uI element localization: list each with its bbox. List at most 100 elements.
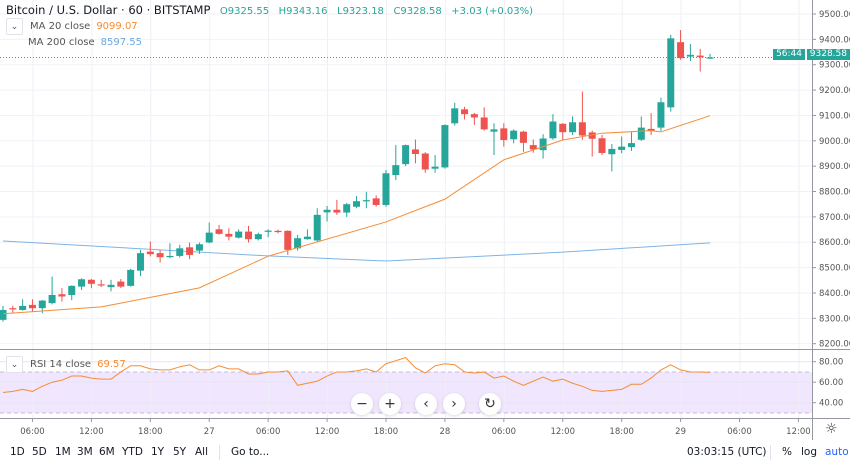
candle bbox=[146, 241, 154, 257]
candle-body bbox=[156, 253, 164, 258]
scroll-right-button[interactable]: › bbox=[443, 393, 465, 415]
candle bbox=[559, 123, 567, 140]
period-6m[interactable]: 6M bbox=[99, 446, 115, 458]
candle-body bbox=[186, 247, 194, 255]
ohlc-open: O9325.55 bbox=[219, 6, 270, 17]
period-1d[interactable]: 1D bbox=[10, 446, 25, 458]
reset-chart-button[interactable]: ↻ bbox=[479, 393, 501, 415]
price-tick-label: 9000.00 bbox=[819, 137, 850, 147]
candle-body bbox=[205, 232, 213, 243]
candle-body bbox=[490, 129, 498, 132]
candle bbox=[323, 205, 331, 222]
candle bbox=[519, 130, 527, 152]
period-5d[interactable]: 5D bbox=[32, 446, 47, 458]
candle-body bbox=[38, 300, 46, 309]
time-tick-label: 06:00 bbox=[256, 427, 281, 437]
chart-canvas[interactable]: 9500.00 9400.00 9300.00 9200.00 9100.00 9000.… bbox=[0, 0, 850, 440]
collapse-chevron-icon[interactable]: ⌄ bbox=[6, 18, 23, 35]
time-tick-label: 18:00 bbox=[374, 427, 399, 437]
candle-body bbox=[9, 308, 17, 310]
rsi-label[interactable]: RSI 14 close bbox=[30, 359, 92, 370]
utc-clock[interactable]: 03:03:15 (UTC) bbox=[687, 446, 767, 458]
ma20-label[interactable]: MA 20 close bbox=[30, 21, 91, 32]
candle bbox=[461, 106, 469, 120]
candle-body bbox=[19, 305, 27, 310]
candle-body bbox=[87, 279, 95, 284]
candle bbox=[58, 288, 66, 302]
candle bbox=[382, 169, 390, 207]
rsi-legend: ⌄ RSI 14 close 69.57 bbox=[6, 356, 126, 373]
period-5y[interactable]: 5Y bbox=[173, 446, 187, 458]
candle-body bbox=[549, 121, 557, 139]
percent-toggle[interactable]: % bbox=[782, 446, 792, 458]
candle-body bbox=[303, 236, 311, 240]
candle-body bbox=[107, 284, 115, 288]
auto-toggle[interactable]: auto bbox=[825, 446, 849, 458]
period-ytd[interactable]: YTD bbox=[122, 446, 143, 458]
candle-body bbox=[28, 304, 36, 309]
candle-body bbox=[559, 123, 567, 133]
scroll-left-button[interactable]: ‹ bbox=[415, 393, 437, 415]
period-3m[interactable]: 3M bbox=[77, 446, 93, 458]
candle-body bbox=[637, 127, 645, 140]
candle bbox=[166, 243, 174, 259]
rsi-tick-label: 80.00 bbox=[819, 358, 843, 368]
candle bbox=[529, 139, 537, 153]
candle-body bbox=[598, 138, 606, 153]
last-price-tag: 9328.58 bbox=[806, 49, 850, 60]
goto-button[interactable]: Go to... bbox=[231, 446, 270, 458]
settings-gear-icon[interactable]: ☼ bbox=[825, 421, 838, 437]
ma200-legend: MA 200 close 8597.55 bbox=[28, 37, 142, 48]
rsi-collapse-chevron-icon[interactable]: ⌄ bbox=[6, 356, 23, 373]
candle-body bbox=[78, 279, 86, 287]
candle bbox=[343, 202, 351, 217]
candle-body bbox=[627, 143, 635, 148]
period-1y[interactable]: 1Y bbox=[151, 446, 165, 458]
candle-body bbox=[225, 233, 233, 237]
candle bbox=[686, 43, 694, 61]
candle bbox=[647, 113, 655, 135]
period-all[interactable]: All bbox=[195, 446, 209, 458]
candle-body bbox=[519, 131, 527, 143]
time-tick-label: 28 bbox=[439, 427, 450, 437]
candle bbox=[549, 114, 557, 140]
candle-body bbox=[451, 108, 459, 124]
ohlc-change: +3.03 (+0.03%) bbox=[451, 6, 534, 17]
candle-body bbox=[195, 244, 203, 251]
candle bbox=[205, 222, 213, 244]
candle bbox=[313, 208, 321, 243]
rsi-line bbox=[2, 357, 711, 393]
candle bbox=[706, 53, 714, 59]
time-tick-label: 12:00 bbox=[786, 427, 811, 437]
chart-legend: Bitcoin / U.S. Dollar · 60 · BITSTAMP O9… bbox=[6, 3, 533, 17]
zoom-in-button[interactable]: + bbox=[379, 393, 401, 415]
candle bbox=[392, 145, 400, 181]
candle-body bbox=[274, 230, 282, 233]
candle-body bbox=[510, 130, 518, 140]
price-tick-label: 8200.00 bbox=[819, 340, 850, 350]
log-toggle[interactable]: log bbox=[801, 446, 818, 458]
ma200-label[interactable]: MA 200 close bbox=[28, 37, 95, 48]
candle bbox=[87, 279, 95, 289]
zoom-out-button[interactable]: − bbox=[351, 393, 373, 415]
candle-body bbox=[667, 38, 675, 108]
candle bbox=[421, 152, 429, 173]
time-tick-label: 18:00 bbox=[609, 427, 634, 437]
candle-body bbox=[441, 125, 449, 168]
toolbar-divider bbox=[770, 445, 771, 460]
candle-body bbox=[127, 269, 135, 286]
candle bbox=[156, 249, 164, 263]
time-tick-label: 06:00 bbox=[492, 427, 517, 437]
symbol-title[interactable]: Bitcoin / U.S. Dollar · 60 · BITSTAMP bbox=[6, 3, 211, 17]
ma20-value: 9099.07 bbox=[96, 21, 138, 32]
candle bbox=[19, 299, 27, 311]
candle bbox=[431, 155, 439, 173]
price-tick-label: 9300.00 bbox=[819, 61, 850, 71]
candle-body bbox=[68, 285, 76, 295]
candle bbox=[411, 139, 419, 164]
price-tick-label: 8500.00 bbox=[819, 264, 850, 274]
candle bbox=[107, 279, 115, 292]
period-1m[interactable]: 1M bbox=[55, 446, 71, 458]
candle bbox=[225, 228, 233, 241]
candle-body bbox=[569, 122, 577, 133]
